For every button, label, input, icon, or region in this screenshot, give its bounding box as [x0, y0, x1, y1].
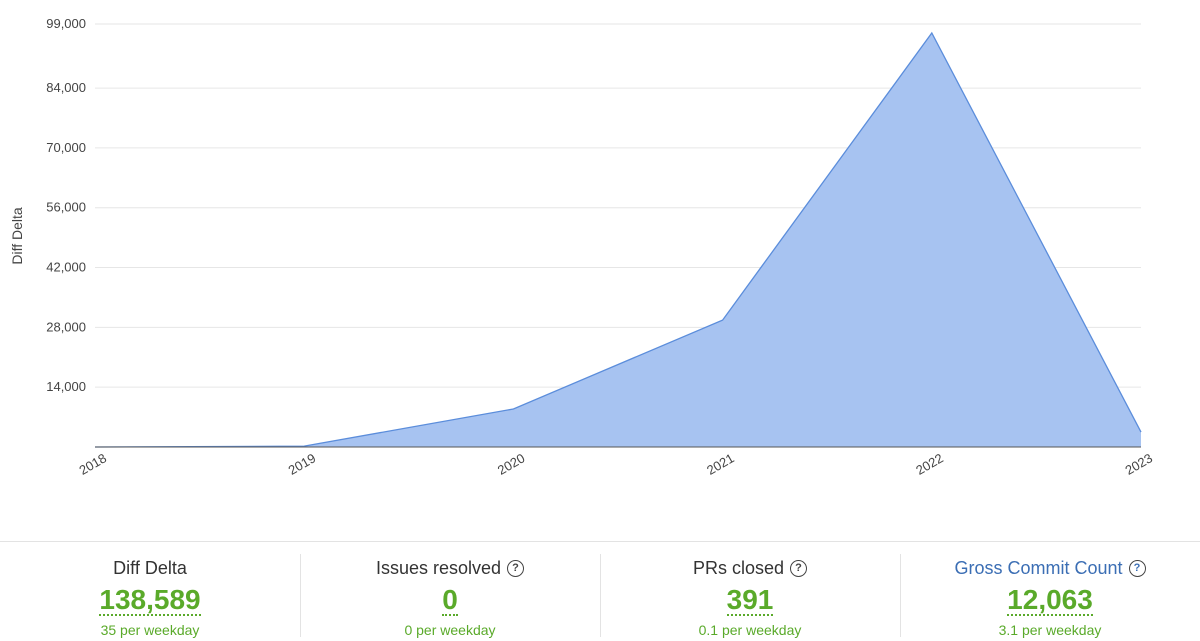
y-tick-label: 99,000: [46, 16, 86, 31]
stat-card: PRs closed? 391 0.1 per weekday: [600, 542, 900, 641]
x-tick-label: 2023: [1122, 450, 1155, 477]
stat-title[interactable]: Gross Commit Count: [954, 557, 1123, 578]
chart: Diff Delta 14,000 28,000 42,000 56,000 70,00…: [9, 16, 1155, 478]
stat-rate: 0.1 per weekday: [698, 622, 802, 638]
x-tick-label: 2020: [495, 450, 528, 477]
stat-title: Diff Delta: [113, 557, 187, 578]
stat-header: Issues resolved?: [300, 557, 600, 579]
stat-header: Diff Delta: [0, 557, 300, 579]
stats-bar: Diff Delta 138,589 35 per weekday Issues re…: [0, 541, 1200, 641]
y-axis-label: Diff Delta: [9, 207, 25, 265]
x-tick-label: 2018: [76, 450, 109, 477]
y-tick-label: 42,000: [46, 260, 86, 275]
help-icon[interactable]: ?: [507, 559, 525, 577]
stat-card: Diff Delta 138,589 35 per weekday: [0, 542, 300, 641]
y-tick-label: 14,000: [46, 379, 86, 394]
stat-rate: 3.1 per weekday: [998, 622, 1102, 638]
y-tick-label: 84,000: [46, 80, 86, 95]
stat-title: PRs closed: [692, 557, 785, 578]
stat-card: Gross Commit Count? 12,063 3.1 per weekday: [900, 542, 1200, 641]
x-tick-label: 2021: [704, 450, 737, 477]
y-tick-label: 70,000: [46, 140, 86, 155]
stat-value: 138,589: [99, 584, 201, 616]
x-tick-label: 2022: [913, 450, 946, 477]
stat-value: 12,063: [1007, 584, 1093, 616]
stat-value: 0: [442, 584, 458, 616]
y-tick-label: 28,000: [46, 319, 86, 334]
area: [95, 32, 1141, 448]
y-tick-label: 56,000: [46, 200, 86, 215]
help-icon[interactable]: ?: [1128, 559, 1146, 577]
help-icon[interactable]: ?: [790, 559, 808, 577]
stat-card: Issues resolved? 0 0 per weekday: [300, 542, 600, 641]
stat-value: 391: [726, 584, 774, 616]
stat-rate: 0 per weekday: [404, 622, 496, 638]
stat-title: Issues resolved: [375, 557, 502, 578]
stat-header: PRs closed?: [600, 557, 900, 579]
stat-header: Gross Commit Count?: [900, 557, 1200, 579]
stat-rate: 35 per weekday: [100, 622, 200, 638]
x-tick-label: 2019: [286, 450, 319, 477]
line: [94, 31, 1142, 448]
